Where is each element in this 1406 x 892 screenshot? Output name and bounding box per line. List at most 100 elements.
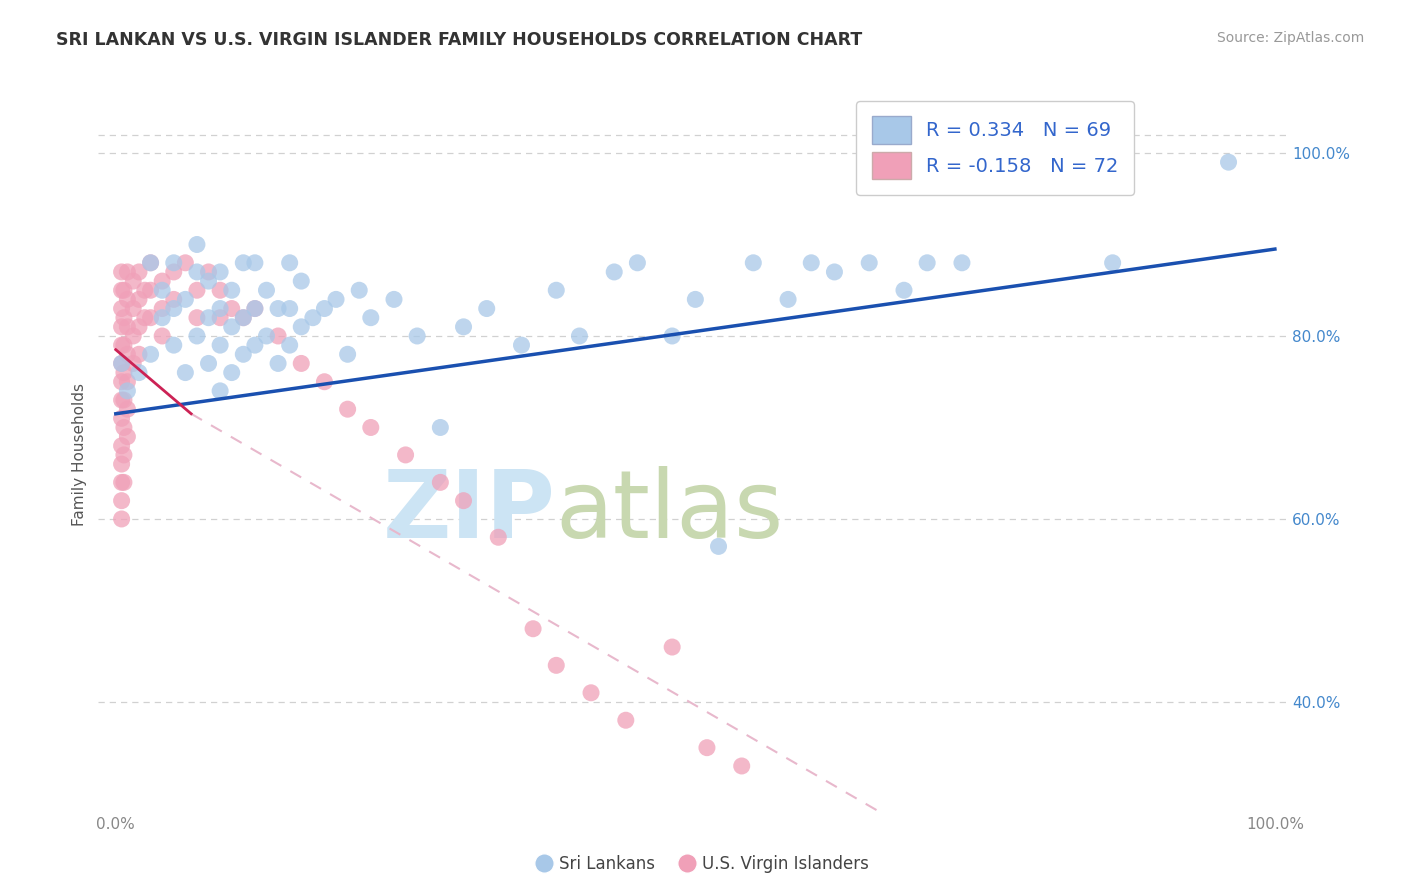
- Point: [893, 283, 915, 297]
- Point: [139, 283, 162, 297]
- Point: [221, 366, 243, 380]
- Point: [731, 759, 754, 773]
- Text: SRI LANKAN VS U.S. VIRGIN ISLANDER FAMILY HOUSEHOLDS CORRELATION CHART: SRI LANKAN VS U.S. VIRGIN ISLANDER FAMIL…: [56, 31, 862, 49]
- Point: [453, 319, 475, 334]
- Point: [110, 512, 132, 526]
- Point: [110, 356, 132, 370]
- Point: [197, 265, 219, 279]
- Point: [336, 402, 359, 417]
- Point: [232, 310, 254, 325]
- Point: [209, 384, 232, 398]
- Point: [112, 366, 135, 380]
- Point: [122, 329, 145, 343]
- Point: [915, 256, 938, 270]
- Text: ZIP: ZIP: [382, 466, 555, 558]
- Point: [823, 265, 845, 279]
- Point: [290, 274, 312, 288]
- Point: [290, 356, 312, 370]
- Point: [174, 256, 197, 270]
- Point: [661, 640, 683, 654]
- Point: [256, 283, 278, 297]
- Point: [243, 338, 266, 352]
- Point: [186, 265, 208, 279]
- Point: [150, 310, 173, 325]
- Point: [429, 475, 451, 490]
- Point: [742, 256, 765, 270]
- Point: [163, 265, 186, 279]
- Point: [243, 256, 266, 270]
- Point: [486, 530, 509, 544]
- Point: [197, 356, 219, 370]
- Point: [546, 283, 568, 297]
- Point: [221, 283, 243, 297]
- Point: [110, 319, 132, 334]
- Point: [1101, 256, 1123, 270]
- Point: [139, 310, 162, 325]
- Point: [232, 256, 254, 270]
- Point: [382, 293, 405, 307]
- Point: [134, 310, 156, 325]
- Point: [290, 319, 312, 334]
- Point: [232, 347, 254, 361]
- Point: [186, 310, 208, 325]
- Point: [614, 713, 637, 727]
- Point: [112, 283, 135, 297]
- Point: [267, 301, 290, 316]
- Point: [110, 356, 132, 370]
- Point: [209, 301, 232, 316]
- Point: [112, 392, 135, 407]
- Point: [128, 293, 150, 307]
- Point: [568, 329, 591, 343]
- Point: [707, 540, 730, 554]
- Point: [110, 283, 132, 297]
- Point: [243, 301, 266, 316]
- Point: [360, 310, 382, 325]
- Point: [139, 256, 162, 270]
- Point: [110, 457, 132, 471]
- Point: [475, 301, 498, 316]
- Point: [186, 283, 208, 297]
- Point: [778, 293, 800, 307]
- Point: [117, 319, 139, 334]
- Point: [112, 420, 135, 434]
- Point: [110, 338, 132, 352]
- Point: [117, 293, 139, 307]
- Point: [950, 256, 973, 270]
- Point: [150, 301, 173, 316]
- Point: [110, 265, 132, 279]
- Point: [278, 338, 301, 352]
- Point: [110, 375, 132, 389]
- Y-axis label: Family Households: Family Households: [72, 384, 87, 526]
- Point: [117, 265, 139, 279]
- Point: [128, 319, 150, 334]
- Point: [510, 338, 533, 352]
- Point: [150, 283, 173, 297]
- Point: [110, 439, 132, 453]
- Text: Source: ZipAtlas.com: Source: ZipAtlas.com: [1216, 31, 1364, 45]
- Point: [209, 265, 232, 279]
- Point: [278, 256, 301, 270]
- Point: [110, 301, 132, 316]
- Point: [117, 347, 139, 361]
- Point: [209, 338, 232, 352]
- Point: [122, 274, 145, 288]
- Point: [626, 256, 648, 270]
- Point: [221, 301, 243, 316]
- Point: [347, 283, 370, 297]
- Point: [243, 301, 266, 316]
- Point: [112, 338, 135, 352]
- Point: [112, 448, 135, 462]
- Point: [256, 329, 278, 343]
- Point: [1218, 155, 1240, 169]
- Point: [453, 493, 475, 508]
- Point: [110, 475, 132, 490]
- Text: atlas: atlas: [555, 466, 785, 558]
- Point: [186, 329, 208, 343]
- Point: [696, 740, 718, 755]
- Point: [150, 329, 173, 343]
- Point: [302, 310, 325, 325]
- Point: [603, 265, 626, 279]
- Point: [267, 356, 290, 370]
- Point: [117, 375, 139, 389]
- Point: [325, 293, 347, 307]
